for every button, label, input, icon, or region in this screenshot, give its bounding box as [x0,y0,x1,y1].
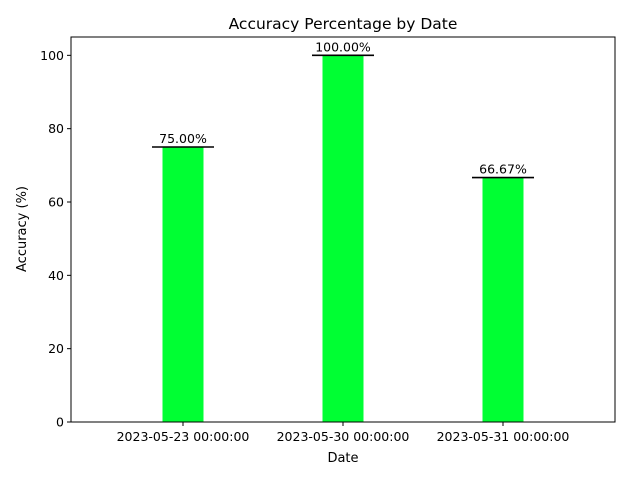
x-tick-label: 2023-05-23 00:00:00 [117,429,250,444]
x-tick-label: 2023-05-30 00:00:00 [277,429,410,444]
data-label: 66.67% [479,162,527,177]
y-tick-label: 80 [48,121,64,136]
y-tick-label: 40 [48,268,64,283]
plot-area: 75.00% 100.00% 66.67% 0 20 40 60 80 100 2023-05-2… [40,36,616,444]
bar [322,55,364,422]
bar [162,147,204,422]
chart-title: Accuracy Percentage by Date [229,15,458,33]
y-tick-label: 100 [40,48,64,63]
bar [482,177,524,422]
y-tick-label: 20 [48,341,64,356]
x-tick-label: 2023-05-31 00:00:00 [437,429,570,444]
y-tick-label: 60 [48,195,64,210]
data-label: 100.00% [315,39,371,54]
y-axis-label: Accuracy (%) [15,186,30,272]
data-label: 75.00% [159,131,207,146]
y-tick-label: 0 [56,415,64,430]
x-axis-label: Date [327,451,358,466]
